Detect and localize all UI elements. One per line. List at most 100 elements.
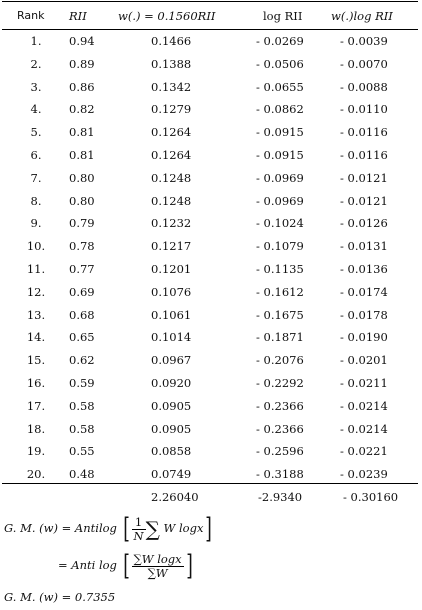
cell-log-rii: - 0.0915 [256, 148, 304, 162]
cell-weight: 0.1076 [151, 285, 192, 299]
cell-rank: 17. [26, 399, 46, 413]
cell-weight: 0.0920 [151, 376, 192, 390]
cell-rii: 0.58 [69, 422, 95, 436]
formula-geometric-mean-expanded: = Anti log [∑W logx ∑W] [58, 552, 195, 580]
cell-rank: 2. [30, 57, 42, 71]
right-bracket: ] [185, 549, 193, 582]
formula-2-numerator: ∑W logx [131, 551, 184, 567]
cell-rii: 0.81 [69, 125, 95, 139]
cell-log-rii: - 0.0969 [256, 194, 304, 208]
header-rii: RII [69, 9, 87, 23]
cell-rank: 9. [30, 216, 42, 230]
cell-weight: 0.1248 [151, 194, 192, 208]
cell-weighted-log: - 0.0239 [340, 467, 388, 481]
cell-rank: 6. [30, 148, 42, 162]
right-bracket: ] [205, 512, 213, 545]
cell-rii: 0.62 [69, 353, 95, 367]
cell-weighted-log: - 0.0121 [340, 171, 388, 185]
cell-weight: 0.1388 [151, 57, 192, 71]
total-weight: 2.26040 [151, 490, 199, 504]
cell-rank: 10. [26, 239, 46, 253]
cell-log-rii: - 0.0269 [256, 34, 304, 48]
cell-weighted-log: - 0.0070 [340, 57, 388, 71]
table-top-rule [2, 1, 418, 2]
cell-log-rii: - 0.3188 [256, 467, 304, 481]
summation-symbol: ∑ [145, 517, 160, 541]
cell-log-rii: - 0.2292 [256, 376, 304, 390]
cell-weighted-log: - 0.0088 [340, 80, 388, 94]
header-weight: w(.) = 0.1560RII [118, 9, 216, 23]
formula-2-lhs: = Anti log [58, 558, 117, 572]
cell-rank: 12. [26, 285, 46, 299]
total-log-rii: -2.9340 [258, 490, 303, 504]
formula-1-lhs: G. M. (w) = Antilog [4, 521, 117, 535]
formula-2-fraction: ∑W logx ∑W [131, 551, 184, 580]
cell-log-rii: - 0.1135 [256, 262, 304, 276]
cell-weight: 0.0858 [151, 444, 192, 458]
cell-weighted-log: - 0.0116 [340, 148, 388, 162]
formula-3-text: G. M. (w) = 0.7355 [4, 590, 116, 604]
cell-weight: 0.1061 [151, 308, 192, 322]
cell-weighted-log: - 0.0131 [340, 239, 388, 253]
formula-geometric-mean-definition: G. M. (w) = Antilog [1 N ∑ W logx] [4, 515, 214, 543]
cell-rii: 0.81 [69, 148, 95, 162]
cell-weight: 0.1201 [151, 262, 192, 276]
cell-log-rii: - 0.1675 [256, 308, 304, 322]
cell-rii: 0.86 [69, 80, 95, 94]
cell-rii: 0.68 [69, 308, 95, 322]
cell-log-rii: - 0.0506 [256, 57, 304, 71]
cell-weighted-log: - 0.0039 [340, 34, 388, 48]
cell-weight: 0.1279 [151, 102, 192, 116]
cell-log-rii: - 0.2366 [256, 422, 304, 436]
cell-rank: 20. [26, 467, 46, 481]
cell-rii: 0.82 [69, 102, 95, 116]
cell-rank: 3. [30, 80, 42, 94]
cell-rii: 0.69 [69, 285, 95, 299]
cell-rii: 0.65 [69, 330, 95, 344]
cell-weighted-log: - 0.0174 [340, 285, 388, 299]
cell-log-rii: - 0.1024 [256, 216, 304, 230]
cell-rii: 0.78 [69, 239, 95, 253]
cell-log-rii: - 0.2366 [256, 399, 304, 413]
cell-rank: 11. [26, 262, 46, 276]
cell-rii: 0.80 [69, 194, 95, 208]
cell-rank: 13. [26, 308, 46, 322]
cell-weighted-log: - 0.0110 [340, 102, 388, 116]
formula-2-denominator: ∑W [147, 565, 168, 580]
cell-weight: 0.1466 [151, 34, 192, 48]
cell-weight: 0.1217 [151, 239, 192, 253]
cell-log-rii: - 0.1612 [256, 285, 304, 299]
cell-weighted-log: - 0.0214 [340, 399, 388, 413]
cell-rank: 15. [26, 353, 46, 367]
cell-weighted-log: - 0.0121 [340, 194, 388, 208]
cell-weight: 0.1264 [151, 125, 192, 139]
cell-weighted-log: - 0.0221 [340, 444, 388, 458]
formula-geometric-mean-result: G. M. (w) = 0.7355 [4, 590, 115, 604]
cell-rii: 0.59 [69, 376, 95, 390]
cell-log-rii: - 0.0969 [256, 171, 304, 185]
cell-rank: 4. [30, 102, 42, 116]
cell-log-rii: - 0.0655 [256, 80, 304, 94]
cell-rii: 0.77 [69, 262, 95, 276]
cell-weight: 0.1232 [151, 216, 192, 230]
left-bracket: [ [122, 512, 130, 545]
cell-weighted-log: - 0.0126 [340, 216, 388, 230]
cell-rii: 0.48 [69, 467, 95, 481]
cell-weight: 0.1342 [151, 80, 192, 94]
cell-weighted-log: - 0.0190 [340, 330, 388, 344]
cell-log-rii: - 0.1871 [256, 330, 304, 344]
cell-rank: 16. [26, 376, 46, 390]
cell-weighted-log: - 0.0116 [340, 125, 388, 139]
cell-log-rii: - 0.1079 [256, 239, 304, 253]
cell-weight: 0.0967 [151, 353, 192, 367]
formula-1-numerator: 1 [131, 515, 146, 530]
cell-weighted-log: - 0.0201 [340, 353, 388, 367]
header-log-rii: log RII [263, 9, 303, 23]
cell-rii: 0.55 [69, 444, 95, 458]
cell-weight: 0.1264 [151, 148, 192, 162]
cell-rii: 0.79 [69, 216, 95, 230]
cell-log-rii: - 0.0862 [256, 102, 304, 116]
cell-weight: 0.0905 [151, 399, 192, 413]
